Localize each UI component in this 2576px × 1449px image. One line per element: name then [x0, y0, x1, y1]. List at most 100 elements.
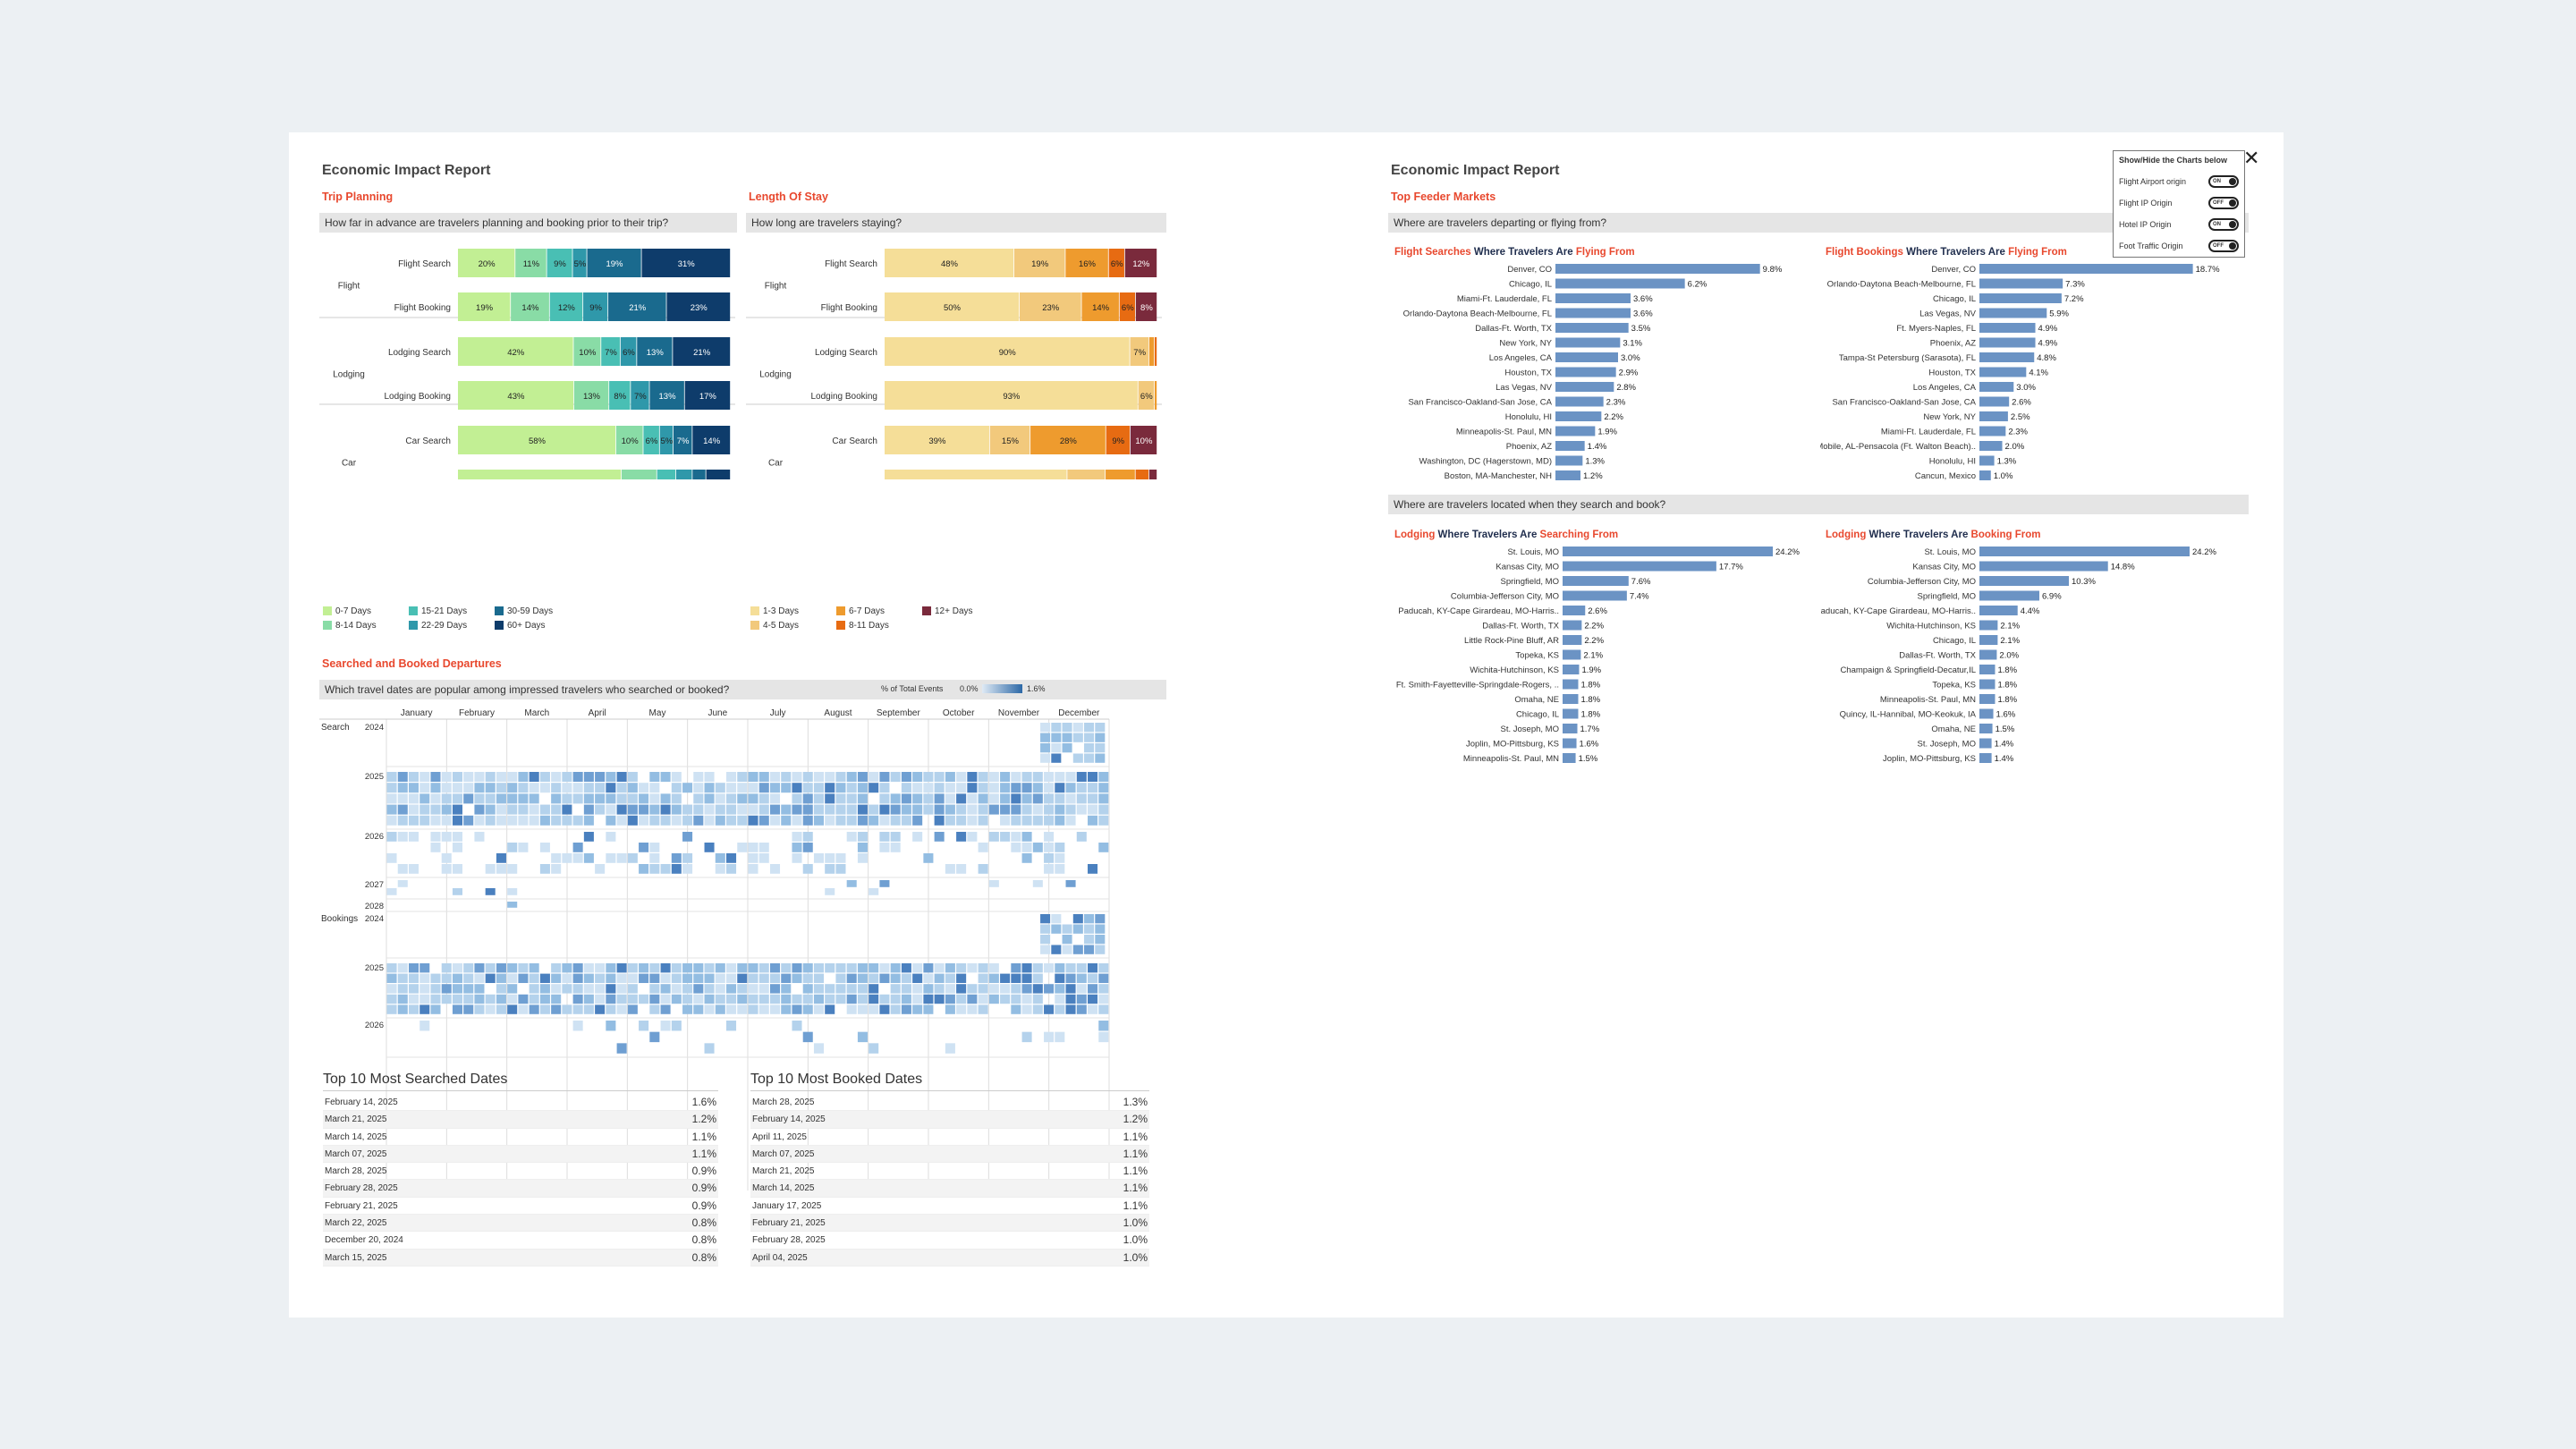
heatmap-cell[interactable]	[1021, 815, 1032, 826]
heatmap-cell[interactable]	[386, 853, 397, 863]
heatmap-cell[interactable]	[748, 804, 758, 815]
heatmap-cell[interactable]	[671, 963, 682, 973]
close-icon[interactable]: ✕	[2243, 147, 2260, 169]
bar-segment[interactable]	[1030, 426, 1106, 454]
heatmap-cell[interactable]	[660, 772, 671, 782]
heatmap-cell[interactable]	[923, 804, 934, 815]
heatmap-cell[interactable]	[1011, 963, 1021, 973]
heatmap-cell[interactable]	[452, 783, 462, 793]
heatmap-cell[interactable]	[507, 793, 518, 804]
heatmap-cell[interactable]	[813, 984, 824, 994]
heatmap-cell[interactable]	[923, 973, 934, 983]
heatmap-cell[interactable]	[825, 864, 835, 874]
heatmap-cell[interactable]	[857, 832, 868, 842]
heatmap-cell[interactable]	[397, 994, 408, 1004]
heatmap-cell[interactable]	[430, 973, 441, 983]
heatmap-cell[interactable]	[1021, 1031, 1032, 1043]
heatmap-cell[interactable]	[562, 853, 572, 863]
heatmap-cell[interactable]	[1032, 994, 1043, 1004]
heatmap-cell[interactable]	[452, 888, 462, 895]
heatmap-cell[interactable]	[967, 772, 978, 782]
heatmap-cell[interactable]	[967, 963, 978, 973]
heatmap-cell[interactable]	[825, 853, 835, 863]
heatmap-cell[interactable]	[452, 984, 462, 994]
heatmap-cell[interactable]	[726, 772, 737, 782]
heatmap-cell[interactable]	[419, 1004, 430, 1014]
heatmap-cell[interactable]	[1044, 832, 1055, 842]
bar[interactable]	[1979, 352, 2035, 362]
heatmap-cell[interactable]	[1088, 793, 1098, 804]
heatmap-cell[interactable]	[452, 843, 462, 852]
heatmap-cell[interactable]	[1076, 1004, 1087, 1014]
heatmap-cell[interactable]	[1098, 963, 1109, 973]
heatmap-cell[interactable]	[988, 984, 999, 994]
heatmap-cell[interactable]	[562, 772, 572, 782]
heatmap-cell[interactable]	[988, 963, 999, 973]
heatmap-cell[interactable]	[901, 963, 911, 973]
heatmap-cell[interactable]	[945, 1004, 955, 1014]
heatmap-cell[interactable]	[857, 853, 868, 863]
heatmap-cell[interactable]	[1065, 984, 1076, 994]
heatmap-cell[interactable]	[430, 832, 441, 842]
heatmap-cell[interactable]	[1044, 804, 1055, 815]
bar-segment[interactable]	[1108, 249, 1124, 277]
heatmap-cell[interactable]	[704, 994, 715, 1004]
table-row[interactable]: February 21, 2025 0.9%	[323, 1198, 718, 1216]
bar[interactable]	[1979, 708, 1994, 719]
heatmap-cell[interactable]	[463, 783, 474, 793]
heatmap-cell[interactable]	[397, 880, 408, 887]
heatmap-cell[interactable]	[649, 772, 660, 782]
heatmap-cell[interactable]	[397, 864, 408, 874]
heatmap-cell[interactable]	[474, 772, 485, 782]
heatmap-cell[interactable]	[825, 888, 835, 895]
heatmap-cell[interactable]	[934, 783, 945, 793]
table-row[interactable]: February 14, 2025 1.2%	[750, 1111, 1149, 1129]
heatmap-cell[interactable]	[988, 793, 999, 804]
bar-segment[interactable]	[706, 470, 731, 479]
heatmap-cell[interactable]	[715, 853, 725, 863]
bar[interactable]	[1555, 396, 1604, 407]
bar-segment[interactable]	[641, 249, 731, 277]
heatmap-cell[interactable]	[693, 973, 704, 983]
heatmap-cell[interactable]	[1088, 783, 1098, 793]
bar-segment[interactable]	[549, 292, 583, 321]
heatmap-cell[interactable]	[748, 793, 758, 804]
heatmap-cell[interactable]	[562, 804, 572, 815]
heatmap-cell[interactable]	[835, 864, 846, 874]
heatmap-cell[interactable]	[1065, 772, 1076, 782]
heatmap-cell[interactable]	[825, 772, 835, 782]
heatmap-cell[interactable]	[857, 1004, 868, 1014]
heatmap-cell[interactable]	[1021, 853, 1032, 863]
table-row[interactable]: January 17, 2025 1.1%	[750, 1198, 1149, 1216]
heatmap-cell[interactable]	[386, 832, 397, 842]
heatmap-cell[interactable]	[539, 815, 550, 826]
bar-segment[interactable]	[1106, 426, 1131, 454]
bar-segment[interactable]	[1154, 337, 1157, 366]
heatmap-cell[interactable]	[781, 815, 792, 826]
table-row[interactable]: March 14, 2025 1.1%	[750, 1180, 1149, 1198]
heatmap-cell[interactable]	[726, 984, 737, 994]
heatmap-cell[interactable]	[408, 994, 419, 1004]
bar[interactable]	[1555, 278, 1685, 289]
heatmap-cell[interactable]	[1040, 924, 1051, 934]
bar-segment[interactable]	[1138, 381, 1155, 410]
heatmap-cell[interactable]	[923, 994, 934, 1004]
heatmap-cell[interactable]	[1011, 804, 1021, 815]
heatmap-cell[interactable]	[945, 864, 955, 874]
bar[interactable]	[1979, 367, 2027, 377]
heatmap-cell[interactable]	[397, 832, 408, 842]
heatmap-cell[interactable]	[912, 1004, 923, 1014]
heatmap-cell[interactable]	[945, 783, 955, 793]
heatmap-cell[interactable]	[923, 984, 934, 994]
heatmap-cell[interactable]	[627, 853, 638, 863]
heatmap-cell[interactable]	[539, 994, 550, 1004]
bar-segment[interactable]	[615, 426, 643, 454]
heatmap-cell[interactable]	[1065, 994, 1076, 1004]
heatmap-cell[interactable]	[835, 984, 846, 994]
heatmap-cell[interactable]	[529, 1004, 539, 1014]
table-row[interactable]: December 20, 2024 0.8%	[323, 1232, 718, 1250]
heatmap-cell[interactable]	[758, 772, 769, 782]
heatmap-cell[interactable]	[649, 815, 660, 826]
heatmap-cell[interactable]	[1055, 963, 1065, 973]
heatmap-cell[interactable]	[583, 994, 594, 1004]
